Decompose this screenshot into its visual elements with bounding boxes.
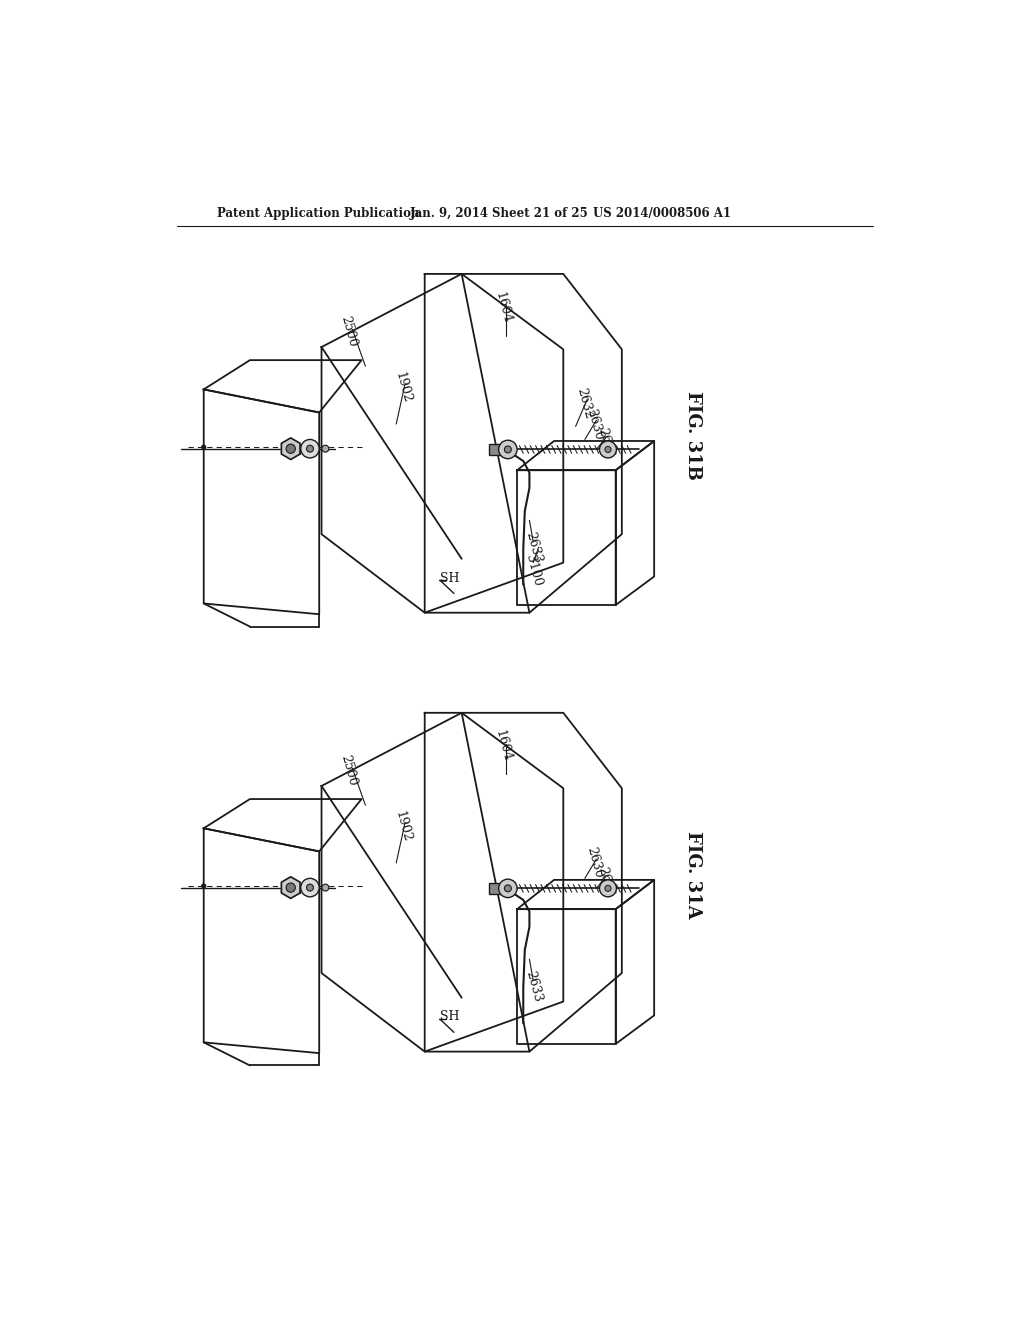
Text: 2633: 2633 bbox=[523, 531, 544, 565]
Circle shape bbox=[322, 445, 329, 453]
Circle shape bbox=[605, 886, 611, 891]
Circle shape bbox=[605, 446, 611, 453]
Text: 1902: 1902 bbox=[392, 371, 413, 405]
Circle shape bbox=[301, 878, 319, 896]
Circle shape bbox=[599, 441, 616, 458]
Text: 1902: 1902 bbox=[392, 809, 413, 843]
Bar bbox=[488, 883, 504, 894]
Text: 2632: 2632 bbox=[574, 387, 596, 420]
Text: SH: SH bbox=[440, 1010, 460, 1023]
Circle shape bbox=[202, 445, 206, 449]
Circle shape bbox=[306, 884, 313, 891]
Circle shape bbox=[322, 884, 329, 891]
Polygon shape bbox=[282, 438, 300, 459]
Text: 1604: 1604 bbox=[493, 729, 513, 763]
Circle shape bbox=[202, 884, 206, 888]
Text: 1604: 1604 bbox=[493, 290, 513, 325]
Circle shape bbox=[599, 880, 616, 896]
Text: FIG. 31A: FIG. 31A bbox=[684, 830, 701, 919]
Text: Sheet 21 of 25: Sheet 21 of 25 bbox=[493, 207, 588, 220]
Text: US 2014/0008506 A1: US 2014/0008506 A1 bbox=[593, 207, 730, 220]
Circle shape bbox=[499, 441, 517, 459]
Text: 2633: 2633 bbox=[523, 969, 544, 1003]
Text: 3100: 3100 bbox=[523, 553, 544, 587]
Circle shape bbox=[499, 879, 517, 898]
Text: SH: SH bbox=[440, 572, 460, 585]
Circle shape bbox=[286, 883, 295, 892]
Text: 2630: 2630 bbox=[585, 407, 605, 441]
Text: 2631: 2631 bbox=[596, 865, 616, 899]
Bar bbox=[488, 444, 504, 455]
Polygon shape bbox=[282, 876, 300, 899]
Circle shape bbox=[505, 446, 511, 453]
Text: Patent Application Publication: Patent Application Publication bbox=[217, 207, 419, 220]
Text: Jan. 9, 2014: Jan. 9, 2014 bbox=[410, 207, 489, 220]
Text: FIG. 31B: FIG. 31B bbox=[684, 391, 701, 480]
Circle shape bbox=[301, 440, 319, 458]
Circle shape bbox=[286, 444, 295, 453]
Text: 2631: 2631 bbox=[596, 426, 616, 461]
Circle shape bbox=[306, 445, 313, 453]
Text: 2500: 2500 bbox=[338, 754, 359, 788]
Circle shape bbox=[505, 884, 511, 892]
Text: 2500: 2500 bbox=[338, 314, 359, 348]
Text: 2630: 2630 bbox=[585, 846, 605, 880]
